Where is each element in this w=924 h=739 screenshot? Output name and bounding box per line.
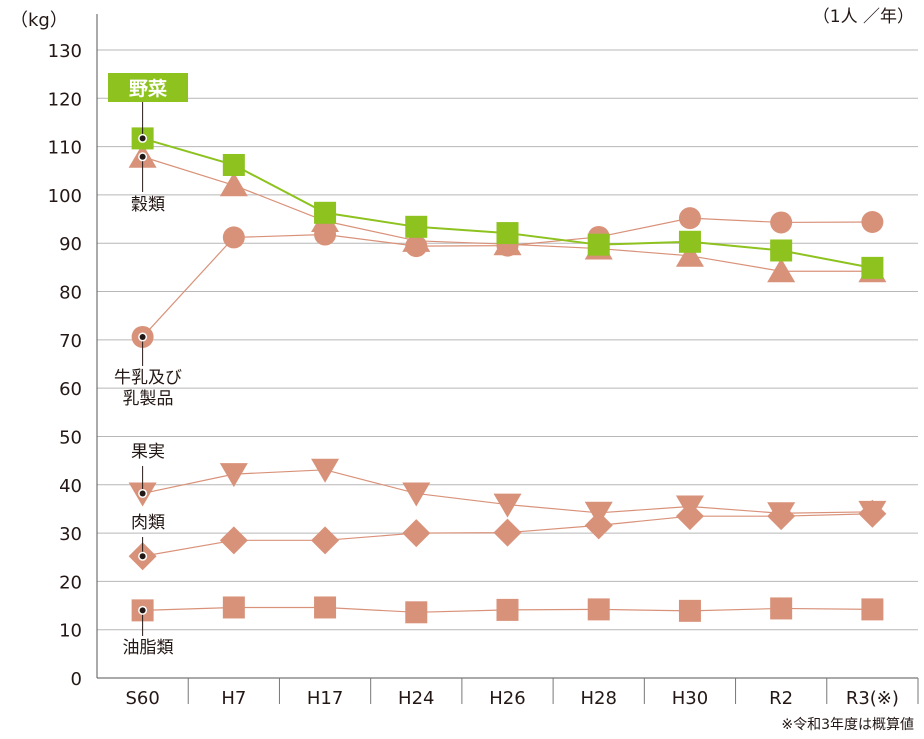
data-point <box>222 596 245 619</box>
y-tick-label: 80 <box>59 283 82 304</box>
data-point <box>861 256 884 279</box>
data-point <box>770 597 793 620</box>
series-markers <box>128 127 887 624</box>
leader-dot <box>139 333 146 340</box>
x-tick-label: H26 <box>489 688 525 709</box>
y-axis-unit: （kg） <box>10 10 68 31</box>
annotation-vegetables: 野菜 <box>108 73 188 102</box>
data-point <box>767 502 796 527</box>
data-point <box>405 601 428 624</box>
y-tick-label: 90 <box>59 234 82 255</box>
leader-dot <box>139 553 146 560</box>
data-point <box>767 258 796 283</box>
data-point <box>219 526 248 555</box>
annotation-fruit: 果実 <box>131 442 165 462</box>
per-capita-unit: （1人 ／年） <box>812 7 914 27</box>
data-point <box>861 598 884 621</box>
footnote: ※令和3年度は概算値 <box>781 717 914 733</box>
x-tick-label: H30 <box>672 688 708 709</box>
y-tick-label: 120 <box>48 89 82 110</box>
y-tick-label: 20 <box>59 572 82 593</box>
data-point <box>587 233 610 256</box>
x-axis-ticks: S60 H7 H17 H24 H26 H28 H30 R2 R3(※) <box>125 688 898 709</box>
y-tick-label: 60 <box>59 379 82 400</box>
leader-dot <box>139 490 146 497</box>
y-tick-label: 50 <box>59 427 82 448</box>
data-point <box>219 172 248 197</box>
data-point <box>314 201 337 224</box>
data-point <box>405 215 428 238</box>
data-point <box>402 482 431 507</box>
data-point <box>861 210 884 233</box>
data-point <box>402 227 431 252</box>
x-tick-label: H17 <box>307 688 343 709</box>
y-tick-label: 30 <box>59 524 82 545</box>
data-point <box>493 518 522 547</box>
x-tick-label: R3(※) <box>846 688 899 709</box>
y-tick-label: 70 <box>59 331 82 352</box>
data-point <box>314 596 337 619</box>
x-tick-label: H7 <box>221 688 246 709</box>
data-point <box>675 242 704 267</box>
data-point <box>770 239 793 262</box>
annotation-milk: 牛乳及び 乳製品 <box>114 368 182 409</box>
data-point <box>496 222 519 245</box>
data-point <box>311 458 340 483</box>
data-point <box>493 493 522 518</box>
leader-dot <box>139 607 146 614</box>
data-point <box>587 598 610 621</box>
y-tick-label: 40 <box>59 476 82 497</box>
data-point <box>770 211 793 234</box>
y-tick-label: 130 <box>48 41 82 62</box>
y-tick-label: 10 <box>59 621 82 642</box>
leader-dot <box>139 135 146 142</box>
data-point <box>219 463 248 488</box>
data-point <box>858 500 887 525</box>
x-tick-label: H28 <box>580 688 616 709</box>
leader-dot <box>139 153 146 160</box>
data-point <box>584 501 613 526</box>
data-point <box>222 226 245 249</box>
data-point <box>496 598 519 621</box>
data-point <box>678 599 701 622</box>
annotation-leaders <box>138 102 148 636</box>
x-tick-label: H24 <box>398 688 434 709</box>
y-tick-label: 0 <box>71 669 82 690</box>
data-point <box>678 207 701 230</box>
annotation-grains: 穀類 <box>131 195 165 215</box>
data-point <box>311 526 340 555</box>
x-tick-label: S60 <box>125 688 159 709</box>
data-point <box>222 153 245 176</box>
data-point <box>402 519 431 548</box>
data-point <box>678 230 701 253</box>
annotation-fats: 油脂類 <box>122 638 174 658</box>
y-axis-ticks: 0 10 20 30 40 50 60 70 80 90 100 110 120 130 <box>48 41 82 690</box>
annotation-meat: 肉類 <box>131 513 165 533</box>
data-point <box>675 495 704 520</box>
y-tick-label: 110 <box>48 138 82 159</box>
x-tick-label: R2 <box>769 688 793 709</box>
y-tick-label: 100 <box>48 186 82 207</box>
